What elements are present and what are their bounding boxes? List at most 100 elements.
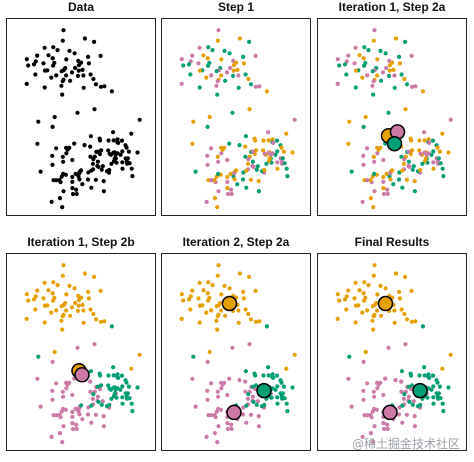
scatter-point xyxy=(372,171,377,176)
scatter-point xyxy=(95,159,100,164)
scatter-point xyxy=(352,61,357,66)
scatter-point xyxy=(97,136,102,141)
scatter-point xyxy=(337,63,342,68)
scatter-point xyxy=(129,131,134,136)
scatter-point xyxy=(50,388,55,393)
scatter-point xyxy=(409,319,414,324)
scatter-point xyxy=(243,144,248,149)
panel-title-final: Final Results xyxy=(354,235,430,249)
scatter-point xyxy=(399,389,404,394)
scatter-point xyxy=(360,310,365,315)
scatter-point xyxy=(371,327,376,332)
scatter-point xyxy=(380,70,386,75)
scatter-point xyxy=(76,68,81,73)
scatter-point xyxy=(244,168,249,173)
scatter-point xyxy=(371,440,376,445)
scatter-point xyxy=(70,174,75,180)
scatter-point xyxy=(109,324,114,329)
scatter-point xyxy=(54,73,59,78)
scatter-point xyxy=(426,137,431,142)
scatter-point xyxy=(371,273,376,278)
scatter-point xyxy=(381,426,387,432)
scatter-point xyxy=(70,191,76,197)
scatter-point xyxy=(266,373,271,378)
scatter-point xyxy=(50,359,55,364)
scatter-point xyxy=(120,160,125,165)
scatter-point xyxy=(219,151,224,156)
scatter-point xyxy=(79,403,84,408)
scatter-point xyxy=(225,179,230,184)
scatter-point xyxy=(271,375,276,380)
scatter-point xyxy=(91,392,96,397)
scatter-point xyxy=(102,319,107,324)
scatter-point xyxy=(135,150,140,155)
panel-title-iter1-2b: Iteration 1, Step 2b xyxy=(27,235,135,249)
scatter-point xyxy=(361,124,366,129)
scatter-point xyxy=(410,383,415,388)
scatter-point xyxy=(346,288,351,293)
scatter-point xyxy=(381,191,387,197)
scatter-point xyxy=(106,373,111,378)
scatter-point xyxy=(51,298,56,303)
scatter-point xyxy=(361,397,366,402)
scatter-point xyxy=(74,187,79,192)
scatter-point xyxy=(391,182,396,187)
scatter-point xyxy=(60,154,65,159)
scatter-point xyxy=(378,283,383,288)
scatter-point xyxy=(448,352,453,357)
scatter-point xyxy=(88,379,93,384)
scatter-point xyxy=(69,305,75,310)
scatter-point xyxy=(38,404,43,409)
scatter-point xyxy=(417,373,422,378)
scatter-point xyxy=(102,84,107,89)
scatter-point xyxy=(281,384,286,389)
scatter-point xyxy=(399,379,404,384)
scatter-point xyxy=(86,61,91,66)
scatter-point xyxy=(423,156,428,161)
scatter-point xyxy=(93,177,98,182)
scatter-point xyxy=(197,320,202,325)
scatter-point xyxy=(236,320,241,325)
scatter-point xyxy=(50,153,55,158)
scatter-point xyxy=(253,288,258,293)
scatter-point xyxy=(243,72,248,77)
scatter-point xyxy=(440,366,445,371)
scatter-point xyxy=(404,177,409,182)
scatter-point xyxy=(191,119,196,124)
scatter-point xyxy=(214,69,219,74)
scatter-point xyxy=(50,162,55,167)
scatter-point xyxy=(197,85,202,90)
scatter-point xyxy=(69,70,75,75)
scatter-point xyxy=(125,156,130,161)
scatter-point xyxy=(387,68,392,73)
scatter-point xyxy=(109,161,114,166)
scatter-point xyxy=(191,354,196,359)
scatter-point xyxy=(270,372,275,377)
scatter-point xyxy=(67,380,72,385)
scatter-point xyxy=(95,149,100,154)
scatter-point xyxy=(365,308,370,313)
scatter-point xyxy=(420,89,425,94)
scatter-point xyxy=(384,65,389,71)
scatter-point xyxy=(410,167,415,172)
scatter-point xyxy=(248,177,253,182)
scatter-point xyxy=(227,51,232,56)
scatter-point xyxy=(197,45,202,50)
scatter-point xyxy=(89,403,94,408)
scatter-point xyxy=(411,399,416,404)
scatter-point xyxy=(270,151,275,156)
scatter-point xyxy=(209,146,214,151)
scatter-point xyxy=(246,311,251,317)
scatter-point xyxy=(54,413,59,418)
scatter-point xyxy=(275,384,280,389)
scatter-point xyxy=(41,296,46,301)
scatter-point xyxy=(61,28,66,33)
scatter-point xyxy=(411,164,416,169)
scatter-point xyxy=(68,313,73,318)
scatter-point xyxy=(402,392,407,397)
scatter-point xyxy=(368,196,373,201)
scatter-point xyxy=(360,199,365,204)
scatter-point xyxy=(120,401,125,406)
scatter-point xyxy=(209,178,214,183)
scatter-point xyxy=(190,376,195,381)
